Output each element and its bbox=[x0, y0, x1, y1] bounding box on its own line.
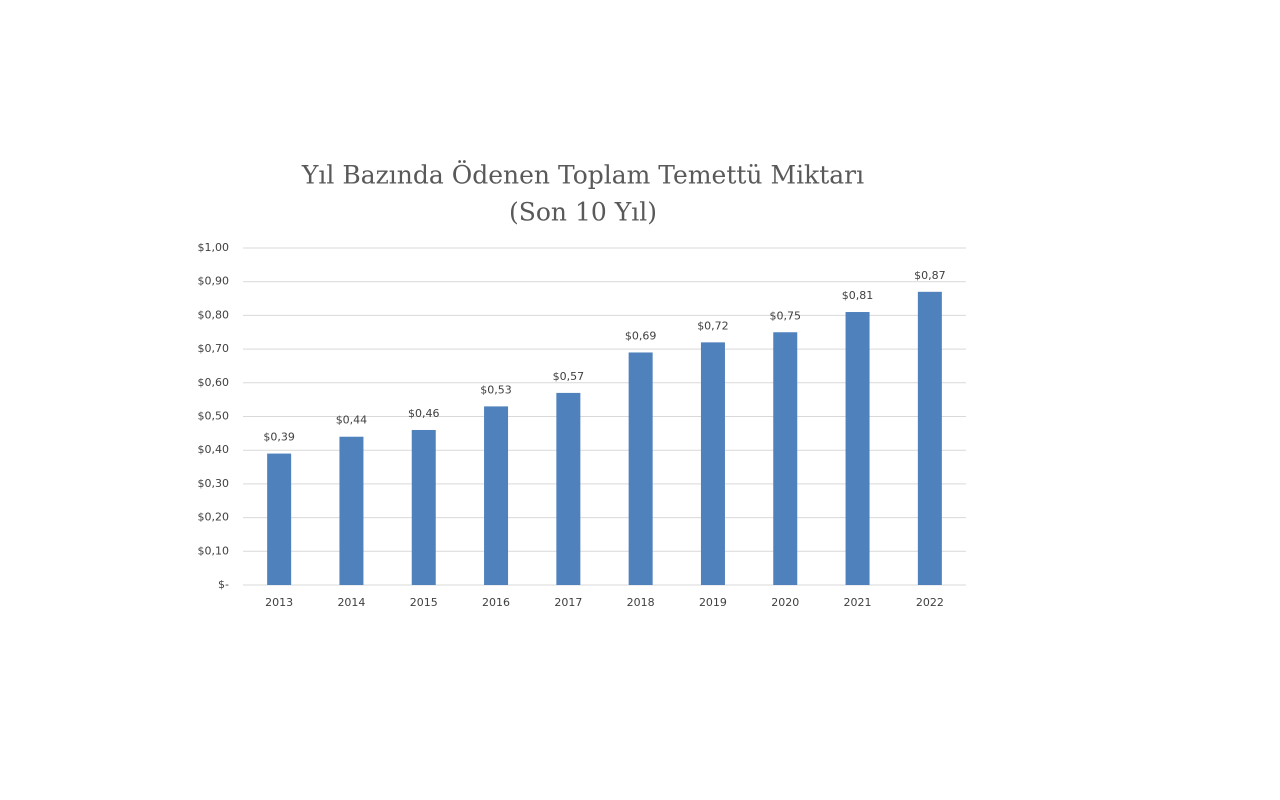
y-tick-label: $0,60 bbox=[198, 376, 230, 389]
y-tick-label: $0,40 bbox=[198, 443, 230, 456]
y-tick-label: $- bbox=[218, 578, 229, 591]
bar bbox=[484, 406, 509, 585]
bar bbox=[773, 332, 798, 585]
x-tick-label: 2014 bbox=[337, 596, 365, 609]
y-tick-label: $0,70 bbox=[198, 342, 230, 355]
x-tick-label: 2016 bbox=[482, 596, 510, 609]
data-label: $0,75 bbox=[770, 309, 802, 322]
data-label: $0,87 bbox=[914, 269, 946, 282]
bar bbox=[339, 436, 364, 585]
data-label: $0,72 bbox=[697, 319, 729, 332]
bar bbox=[845, 312, 870, 585]
x-tick-label: 2021 bbox=[844, 596, 872, 609]
x-tick-label: 2015 bbox=[410, 596, 438, 609]
y-tick-label: $1,00 bbox=[198, 241, 230, 254]
data-label: $0,69 bbox=[625, 329, 657, 342]
x-tick-label: 2017 bbox=[554, 596, 582, 609]
y-tick-label: $0,50 bbox=[198, 410, 230, 423]
x-tick-label: 2022 bbox=[916, 596, 944, 609]
data-label: $0,44 bbox=[336, 414, 368, 427]
data-label: $0,53 bbox=[480, 383, 512, 396]
x-tick-label: 2018 bbox=[627, 596, 655, 609]
y-tick-label: $0,30 bbox=[198, 477, 230, 490]
chart-title: Yıl Bazında Ödenen Toplam Temettü Miktar… bbox=[301, 161, 864, 190]
data-label: $0,81 bbox=[842, 289, 874, 302]
y-tick-label: $0,10 bbox=[198, 544, 230, 557]
data-label: $0,39 bbox=[263, 431, 295, 444]
bar bbox=[411, 429, 436, 585]
x-tick-label: 2013 bbox=[265, 596, 293, 609]
data-label: $0,57 bbox=[553, 370, 585, 383]
bar bbox=[700, 342, 725, 585]
y-tick-label: $0,90 bbox=[198, 275, 230, 288]
bar bbox=[267, 453, 292, 585]
chart-subtitle: (Son 10 Yıl) bbox=[509, 198, 657, 227]
x-tick-label: 2020 bbox=[771, 596, 799, 609]
y-tick-label: $0,20 bbox=[198, 511, 230, 524]
bar bbox=[917, 291, 942, 585]
bar bbox=[556, 392, 581, 585]
y-tick-label: $0,80 bbox=[198, 308, 230, 321]
data-label: $0,46 bbox=[408, 407, 440, 420]
x-tick-label: 2019 bbox=[699, 596, 727, 609]
bar bbox=[628, 352, 653, 585]
